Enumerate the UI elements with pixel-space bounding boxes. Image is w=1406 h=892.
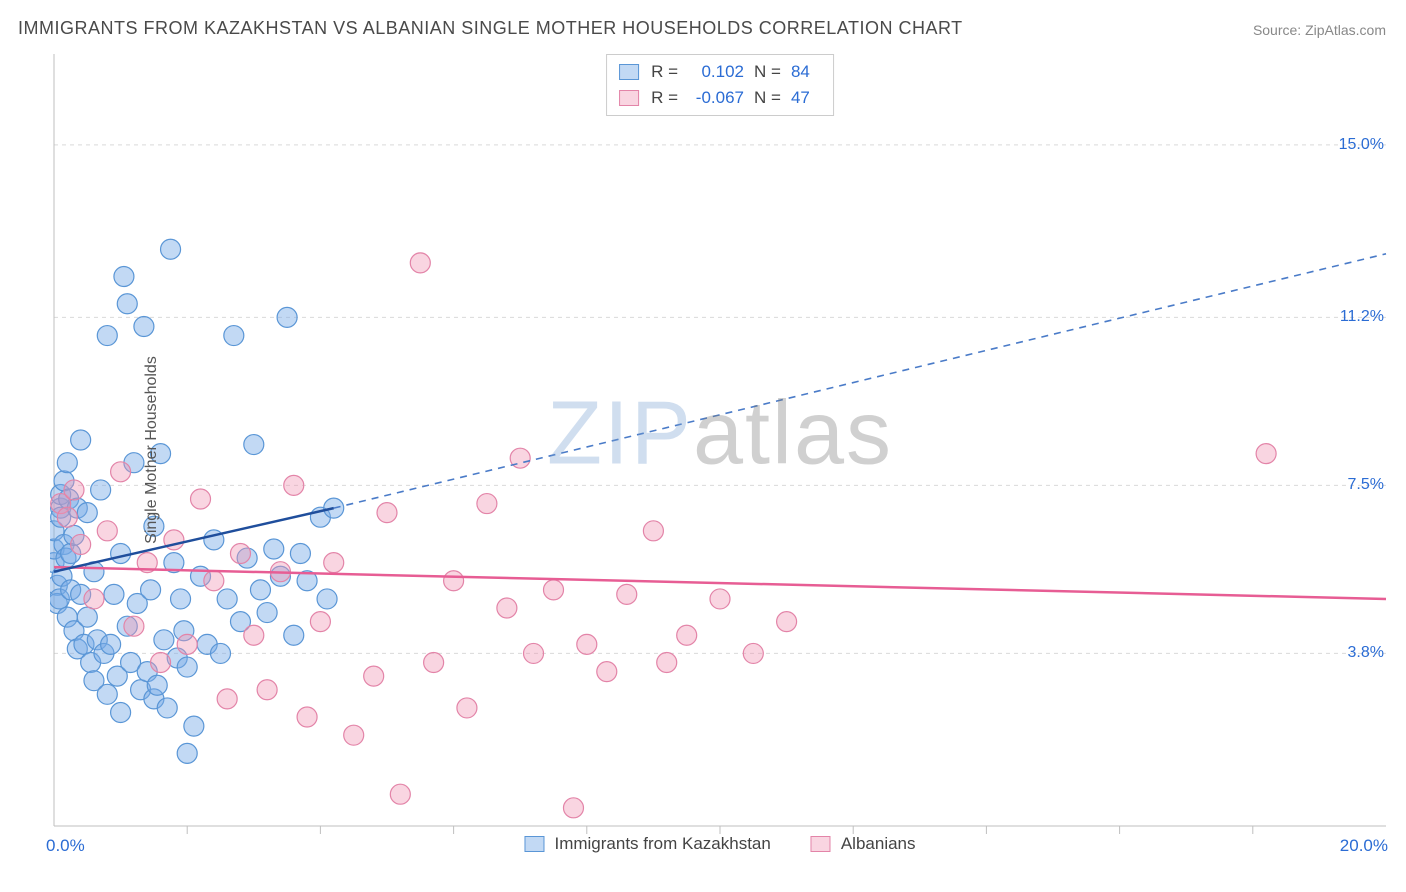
r-value-kazakhstan: 0.102 xyxy=(688,62,744,82)
stats-row-kazakhstan: R = 0.102 N = 84 xyxy=(619,59,821,85)
legend-label-albanians: Albanians xyxy=(841,834,916,854)
y-tick-label: 7.5% xyxy=(1348,476,1384,494)
series-legend: Immigrants from Kazakhstan Albanians xyxy=(524,834,915,854)
n-value-albanians: 47 xyxy=(791,88,821,108)
y-axis-label: Single Mother Households xyxy=(143,356,161,544)
swatch-kazakhstan xyxy=(619,64,639,80)
y-tick-label: 15.0% xyxy=(1339,136,1384,154)
x-axis-min: 0.0% xyxy=(46,836,85,856)
stats-legend: R = 0.102 N = 84 R = -0.067 N = 47 xyxy=(606,54,834,116)
chart-svg xyxy=(50,50,1390,850)
legend-item-albanians: Albanians xyxy=(811,834,916,854)
legend-label-kazakhstan: Immigrants from Kazakhstan xyxy=(554,834,770,854)
swatch-kazakhstan xyxy=(524,836,544,852)
swatch-albanians xyxy=(811,836,831,852)
chart-title: IMMIGRANTS FROM KAZAKHSTAN VS ALBANIAN S… xyxy=(18,18,963,39)
legend-item-kazakhstan: Immigrants from Kazakhstan xyxy=(524,834,770,854)
source-attribution: Source: ZipAtlas.com xyxy=(1253,22,1386,38)
r-label: R = xyxy=(651,88,678,108)
plot-container: ZIPatlas Single Mother Households R = 0.… xyxy=(50,50,1390,850)
n-value-kazakhstan: 84 xyxy=(791,62,821,82)
n-label: N = xyxy=(754,88,781,108)
n-label: N = xyxy=(754,62,781,82)
r-label: R = xyxy=(651,62,678,82)
x-axis-max: 20.0% xyxy=(1340,836,1388,856)
stats-row-albanians: R = -0.067 N = 47 xyxy=(619,85,821,111)
r-value-albanians: -0.067 xyxy=(688,88,744,108)
y-tick-label: 3.8% xyxy=(1348,644,1384,662)
y-tick-label: 11.2% xyxy=(1340,308,1384,326)
swatch-albanians xyxy=(619,90,639,106)
